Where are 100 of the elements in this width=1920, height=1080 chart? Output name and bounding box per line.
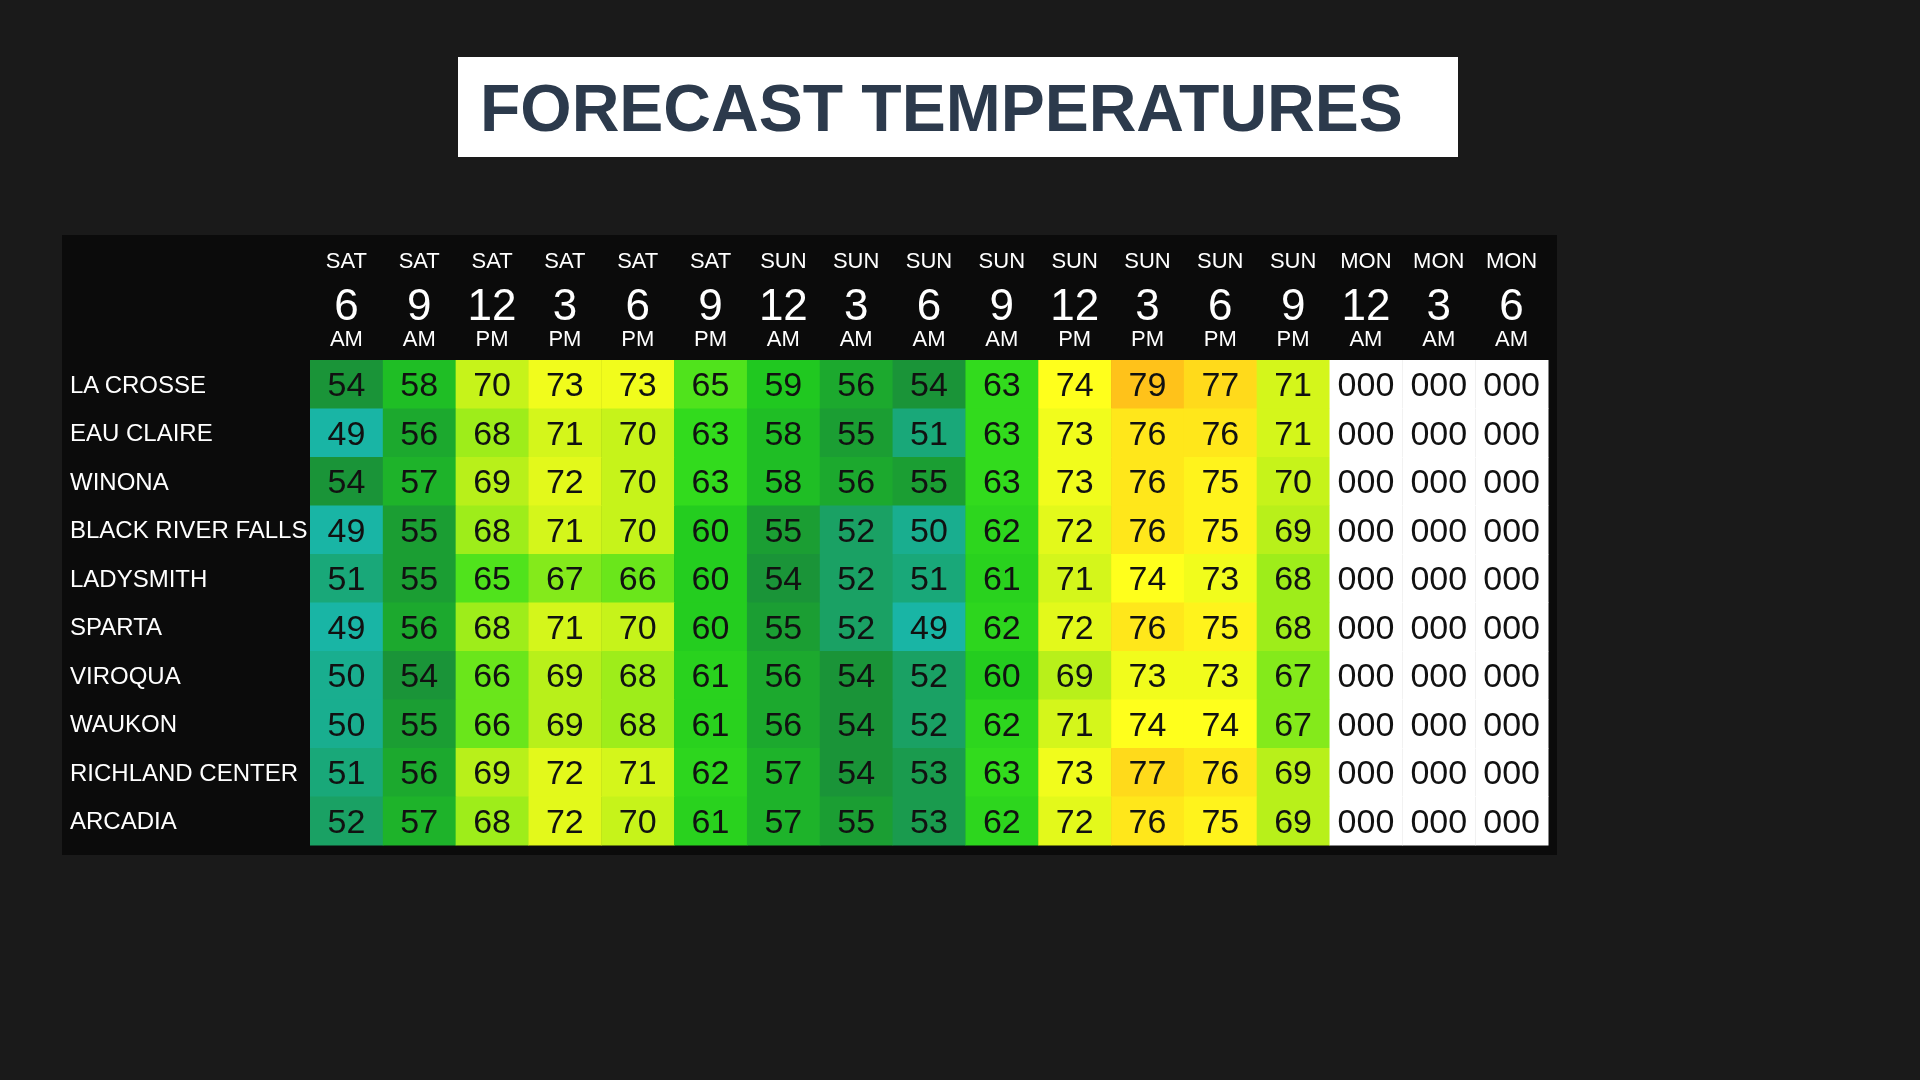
data-label: 73 — [1201, 559, 1240, 598]
data-label: 60 — [982, 656, 1021, 695]
data-label: 71 — [545, 607, 584, 646]
data-label: 49 — [327, 413, 366, 452]
data-label: 75 — [1201, 607, 1240, 646]
data-label: 70 — [473, 365, 511, 404]
data-label: 55 — [400, 559, 439, 598]
data-label: 49 — [910, 607, 948, 646]
data-label: 76 — [1201, 413, 1240, 452]
data-label: 55 — [837, 413, 876, 452]
data-label: 60 — [691, 559, 730, 598]
data-label: 73 — [1201, 656, 1240, 695]
y-tick-label: LADYSMITH — [70, 564, 208, 592]
data-label: 74 — [1201, 704, 1240, 743]
data-label: 68 — [473, 413, 511, 452]
data-label: 67 — [545, 559, 584, 598]
data-label: 55 — [910, 462, 948, 501]
text: 000 — [1483, 704, 1540, 743]
data-label: 68 — [1274, 607, 1313, 646]
data-label: 58 — [400, 365, 439, 404]
chart-title: FORECAST TEMPERATURES — [480, 70, 1403, 145]
data-label: 62 — [982, 801, 1021, 840]
x-tick-label: SUN 12 PM — [1050, 248, 1100, 351]
text: 000 — [1410, 753, 1468, 792]
text: 000 — [1337, 704, 1395, 743]
x-tick-label: SAT 6 PM — [617, 248, 659, 351]
data-label: 73 — [1128, 656, 1167, 695]
data-label: 62 — [982, 704, 1021, 743]
data-label: 71 — [1274, 413, 1313, 452]
data-label: 56 — [400, 607, 439, 646]
data-label: 71 — [1274, 365, 1313, 404]
data-label: 73 — [1055, 462, 1094, 501]
data-label: 67 — [1274, 656, 1313, 695]
data-label: 49 — [327, 607, 366, 646]
data-label: 66 — [618, 559, 657, 598]
data-label: 60 — [691, 510, 730, 549]
x-tick-label: SUN 9 AM — [978, 248, 1026, 351]
data-label: 67 — [1274, 704, 1313, 743]
text: 000 — [1337, 801, 1395, 840]
data-label: 55 — [400, 510, 439, 549]
data-label: 77 — [1201, 365, 1240, 404]
text: 000 — [1483, 510, 1540, 549]
data-label: 58 — [764, 462, 803, 501]
data-label: 76 — [1128, 607, 1167, 646]
data-label: 72 — [545, 753, 584, 792]
data-label: 70 — [1274, 462, 1313, 501]
data-label: 55 — [400, 704, 439, 743]
text: 000 — [1410, 704, 1468, 743]
data-label: 68 — [473, 607, 511, 646]
data-label: 69 — [1274, 753, 1313, 792]
text: 000 — [1410, 510, 1468, 549]
data-label: 71 — [618, 753, 657, 792]
x-tick-label: SAT 6 AM — [325, 248, 367, 351]
data-label: 54 — [327, 462, 366, 501]
data-label: 52 — [910, 704, 948, 743]
data-label: 56 — [837, 462, 876, 501]
data-label: 53 — [910, 801, 948, 840]
data-label: 58 — [764, 413, 803, 452]
data-label: 73 — [545, 365, 584, 404]
text: 000 — [1483, 607, 1540, 646]
data-label: 50 — [910, 510, 948, 549]
data-label: 62 — [982, 510, 1021, 549]
data-label: 50 — [327, 704, 366, 743]
data-label: 54 — [837, 704, 876, 743]
data-label: 57 — [400, 462, 439, 501]
data-label: 54 — [400, 656, 439, 695]
data-label: 52 — [837, 607, 876, 646]
data-label: 72 — [545, 801, 584, 840]
text: 000 — [1410, 462, 1468, 501]
data-label: 69 — [1274, 801, 1313, 840]
data-label: 52 — [837, 559, 876, 598]
data-label: 56 — [400, 413, 439, 452]
data-label: 70 — [618, 413, 657, 452]
x-tick-label: SAT 12 PM — [467, 248, 517, 351]
text: 000 — [1483, 462, 1540, 501]
text: 000 — [1337, 559, 1395, 598]
data-label: 76 — [1128, 413, 1167, 452]
data-label: 61 — [982, 559, 1021, 598]
data-label: 74 — [1055, 365, 1094, 404]
data-label: 71 — [1055, 559, 1094, 598]
text: 000 — [1337, 365, 1395, 404]
x-tick-label: SUN 9 PM — [1269, 248, 1317, 351]
data-label: 57 — [764, 753, 803, 792]
data-label: 49 — [327, 510, 366, 549]
data-label: 68 — [473, 510, 511, 549]
text: 000 — [1410, 365, 1468, 404]
data-label: 61 — [691, 656, 730, 695]
data-label: 65 — [691, 365, 730, 404]
data-label: 52 — [910, 656, 948, 695]
x-tick-label: SUN 3 PM — [1124, 248, 1171, 351]
y-tick-label: VIROQUA — [70, 661, 181, 689]
data-label: 63 — [982, 462, 1021, 501]
y-tick-label: RICHLAND CENTER — [70, 758, 299, 786]
data-label: 72 — [1055, 607, 1094, 646]
text: 000 — [1337, 510, 1395, 549]
data-label: 60 — [691, 607, 730, 646]
text: 000 — [1483, 559, 1540, 598]
y-tick-label: BLACK RIVER FALLS — [70, 516, 308, 544]
data-label: 69 — [473, 753, 511, 792]
x-tick-label: SAT 9 PM — [689, 248, 732, 351]
